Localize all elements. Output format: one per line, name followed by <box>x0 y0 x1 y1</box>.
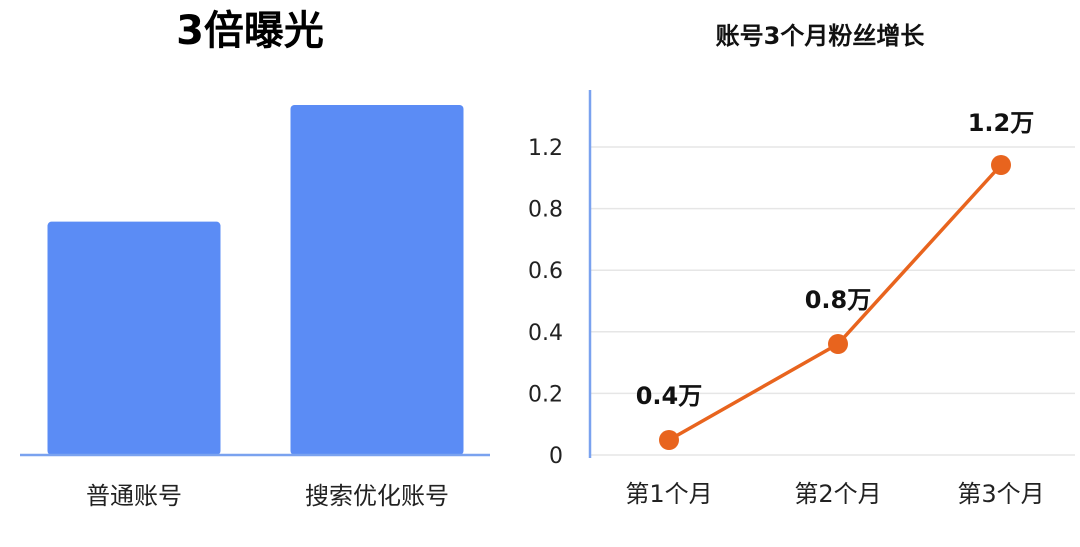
series-point <box>991 155 1011 175</box>
bar-chart: 3倍曝光 普通账号 搜索优化账号 <box>20 8 490 510</box>
x-tick-label: 第2个月 <box>794 480 881 508</box>
bar-group <box>47 105 464 455</box>
data-label: 1.2万 <box>968 109 1035 137</box>
bar-ordinary-account <box>47 221 221 455</box>
bar-category-label: 普通账号 <box>86 482 182 510</box>
x-tick-label: 第1个月 <box>625 480 712 508</box>
x-tick-label: 第3个月 <box>957 480 1044 508</box>
y-tick-label: 0 <box>549 444 563 469</box>
data-label: 0.8万 <box>805 286 872 314</box>
line-chart-title: 账号3个月粉丝增长 <box>716 22 926 50</box>
y-tick-label: 0.6 <box>528 259 563 284</box>
y-tick-label: 0.2 <box>528 382 563 407</box>
y-tick-label: 0.8 <box>528 198 563 223</box>
y-tick-labels: 0 0.2 0.4 0.6 0.8 1.2 <box>528 136 563 469</box>
series-points: 0.4万 0.8万 1.2万 <box>636 109 1035 450</box>
bar-chart-title: 3倍曝光 <box>176 8 324 54</box>
bar-category-label: 搜索优化账号 <box>305 482 449 510</box>
line-chart-grid <box>590 146 1075 456</box>
series-point <box>828 334 848 354</box>
series-point <box>659 430 679 450</box>
x-tick-labels: 第1个月 第2个月 第3个月 <box>625 480 1044 508</box>
bar-search-optimized-account <box>290 105 464 455</box>
line-chart: 账号3个月粉丝增长 00.20.40.60.81.2 0.4万0.8万1.2万 … <box>528 22 1075 508</box>
data-label: 0.4万 <box>636 382 703 410</box>
y-tick-label: 0.4 <box>528 321 563 346</box>
y-tick-label: 1.2 <box>528 136 563 161</box>
